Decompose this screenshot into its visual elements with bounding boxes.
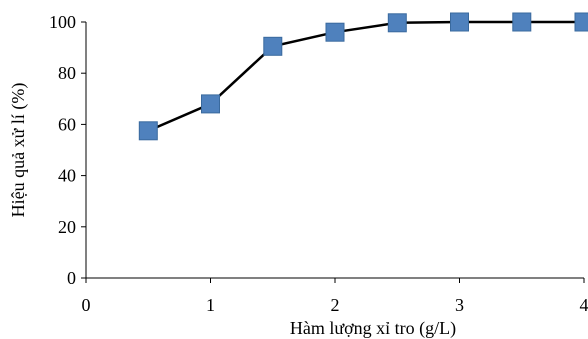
series-line [147, 20, 584, 132]
x-tick-label: 3 [455, 295, 464, 315]
data-point-marker [450, 12, 469, 32]
data-point-marker [512, 12, 532, 32]
y-tick-label: 0 [67, 268, 76, 288]
y-axis-ticks: 0 20 40 60 80 100 [49, 12, 86, 288]
chart-axes [85, 22, 584, 279]
y-tick-label: 40 [58, 166, 76, 186]
data-point-marker [325, 22, 345, 42]
x-axis-label: Hàm lượng xỉ tro (g/L) [290, 318, 456, 339]
x-axis-ticks: 0 1 2 3 4 [82, 278, 588, 315]
data-point-marker [201, 94, 220, 114]
series-layer [138, 12, 588, 141]
x-tick-label: 2 [331, 295, 340, 315]
data-point-marker [387, 13, 407, 33]
data-point-marker [263, 36, 283, 56]
y-axis-label: Hiệu quả xử lí (%) [8, 83, 29, 218]
y-tick-label: 60 [58, 114, 76, 134]
x-tick-label: 4 [580, 295, 588, 315]
y-tick-label: 100 [49, 12, 76, 32]
y-tick-label: 80 [58, 63, 76, 83]
data-point-marker [138, 121, 158, 141]
x-tick-label: 0 [82, 295, 91, 315]
y-tick-label: 20 [58, 217, 76, 237]
x-tick-label: 1 [206, 295, 215, 315]
data-point-marker [574, 12, 588, 32]
